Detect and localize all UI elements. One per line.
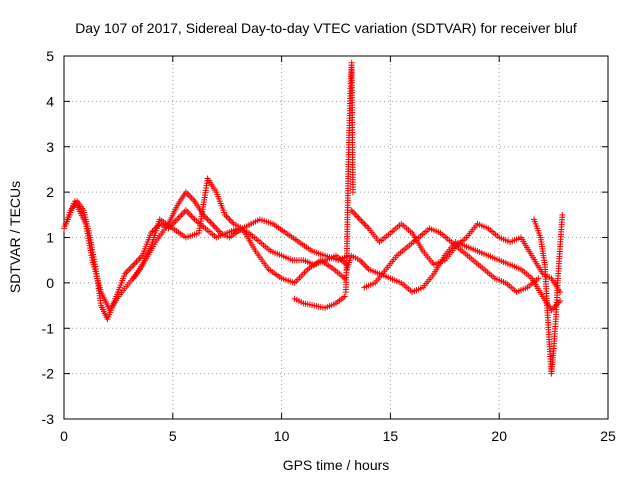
- y-tick-label: 2: [46, 184, 54, 200]
- data-point: [127, 264, 134, 271]
- data-point: [535, 275, 542, 282]
- data-point: [178, 211, 185, 218]
- data-point: [190, 214, 197, 221]
- data-point: [355, 214, 362, 221]
- data-point: [213, 225, 220, 232]
- data-point: [185, 192, 192, 199]
- data-point: [359, 260, 366, 267]
- data-point: [557, 298, 564, 305]
- data-point: [174, 216, 181, 223]
- data-point: [354, 213, 361, 220]
- x-tick-label: 15: [383, 428, 399, 444]
- data-point: [227, 217, 234, 224]
- data-point: [190, 196, 197, 203]
- data-point: [361, 261, 368, 268]
- y-tick-label: -1: [42, 320, 55, 336]
- data-point: [208, 220, 215, 227]
- data-point: [359, 219, 366, 226]
- y-tick-label: 4: [46, 93, 54, 109]
- data-point: [187, 193, 194, 200]
- grid-lines: [64, 56, 608, 419]
- y-tick-label: 3: [46, 139, 54, 155]
- x-tick-label: 5: [169, 428, 177, 444]
- data-point: [349, 189, 356, 196]
- data-point: [172, 217, 179, 224]
- data-point: [129, 263, 136, 270]
- y-tick-label: 5: [46, 48, 54, 64]
- x-tick-label: 0: [60, 428, 68, 444]
- y-tick-label: -2: [42, 366, 55, 382]
- data-point: [207, 219, 214, 226]
- axis-ticks: [63, 55, 609, 420]
- x-tick-label: 10: [274, 428, 290, 444]
- data-point: [185, 210, 192, 217]
- data-point: [133, 258, 140, 265]
- data-point: [187, 211, 194, 218]
- data-point: [188, 213, 195, 220]
- data-point: [224, 214, 231, 221]
- data-point: [351, 210, 358, 217]
- data-point: [184, 208, 191, 215]
- data-point: [364, 223, 371, 230]
- data-point: [214, 226, 221, 233]
- data-point: [361, 220, 368, 227]
- data-point: [203, 214, 210, 221]
- data-points: [61, 59, 566, 377]
- y-tick-label: 1: [46, 230, 54, 246]
- y-tick-label: 0: [46, 275, 54, 291]
- data-point: [210, 222, 217, 229]
- data-point: [356, 216, 363, 223]
- x-axis-label: GPS time / hours: [283, 457, 390, 473]
- x-tick-label: 25: [600, 428, 616, 444]
- data-point: [177, 213, 184, 220]
- data-point: [358, 217, 365, 224]
- data-point: [229, 219, 236, 226]
- y-axis-label: SDTVAR / TECUs: [7, 181, 23, 293]
- data-point: [188, 195, 195, 202]
- data-point: [126, 266, 133, 273]
- data-point: [216, 228, 223, 235]
- data-point: [179, 210, 186, 217]
- data-point: [175, 214, 182, 221]
- data-point: [362, 263, 369, 270]
- data-point: [206, 217, 213, 224]
- data-point: [341, 293, 348, 300]
- data-point: [559, 211, 566, 218]
- data-point: [134, 257, 141, 264]
- data-point: [226, 216, 233, 223]
- data-point: [132, 260, 139, 267]
- data-point: [358, 258, 365, 265]
- data-point: [182, 207, 189, 214]
- data-point: [204, 216, 211, 223]
- x-tick-label: 20: [491, 428, 507, 444]
- y-tick-label: -3: [42, 411, 55, 427]
- chart-title: Day 107 of 2017, Sidereal Day-to-day VTE…: [75, 20, 577, 36]
- tick-labels: 0 5 10 15 20 25 -3 -2 -1 0 1 2 3 4 5: [42, 48, 616, 444]
- data-point: [130, 261, 137, 268]
- data-point: [211, 223, 218, 230]
- data-point: [124, 267, 131, 274]
- data-point: [352, 211, 359, 218]
- data-point: [362, 222, 369, 229]
